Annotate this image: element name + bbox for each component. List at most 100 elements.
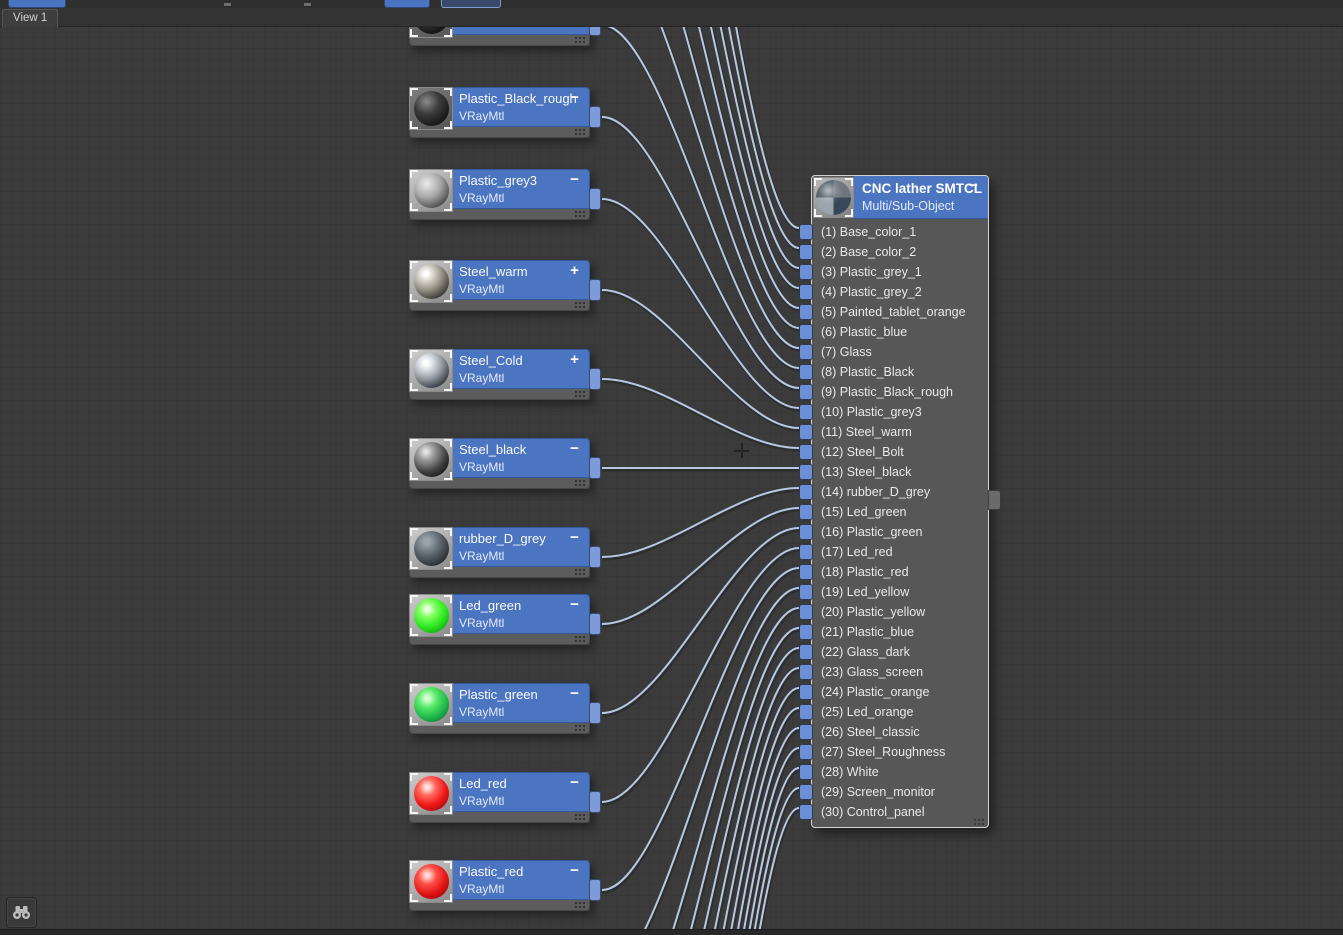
resize-grip[interactable] <box>574 901 586 908</box>
connection-wire[interactable] <box>602 26 800 309</box>
material-node-Steel_black[interactable]: Steel_black VRayMtl − <box>409 438 601 489</box>
material-preview[interactable] <box>409 527 453 570</box>
input-socket[interactable] <box>799 364 813 380</box>
connection-wire[interactable] <box>601 487 800 558</box>
node-titlebar[interactable]: Led_green VRayMtl − <box>453 594 590 634</box>
input-socket[interactable] <box>799 304 813 320</box>
connection-wire[interactable] <box>602 647 800 935</box>
input-socket[interactable] <box>799 504 813 520</box>
connection-wire[interactable] <box>602 807 800 935</box>
input-socket[interactable] <box>799 624 813 640</box>
material-preview[interactable] <box>409 169 453 212</box>
node-graph-canvas[interactable]: Plastic_Black_rough VRayMtl − Plastic_grey3… <box>0 26 1343 935</box>
resize-grip[interactable] <box>574 479 586 486</box>
connection-wire[interactable] <box>602 787 800 935</box>
connection-wire[interactable] <box>601 567 800 891</box>
input-socket[interactable] <box>799 704 813 720</box>
collapse-button[interactable]: − <box>570 862 579 879</box>
node-titlebar[interactable] <box>453 26 590 35</box>
collapse-button[interactable]: − <box>570 440 579 457</box>
input-socket[interactable] <box>799 644 813 660</box>
resize-grip[interactable] <box>574 36 586 43</box>
connection-wire[interactable] <box>602 747 800 935</box>
output-socket[interactable] <box>589 26 601 36</box>
collapse-button[interactable]: − <box>570 596 579 613</box>
material-preview[interactable] <box>409 87 453 130</box>
connection-wire[interactable] <box>602 26 800 329</box>
input-socket[interactable] <box>799 384 813 400</box>
toolbar-button-partial[interactable] <box>441 0 501 8</box>
resize-grip[interactable] <box>574 128 586 135</box>
input-socket[interactable] <box>799 684 813 700</box>
node-titlebar[interactable]: Steel_warm VRayMtl + <box>453 260 590 300</box>
connection-wire[interactable] <box>601 26 800 369</box>
node-titlebar[interactable]: CNC lather SMTCL Multi/Sub-Object − <box>854 176 988 219</box>
resize-grip[interactable] <box>973 818 985 825</box>
resize-grip[interactable] <box>574 390 586 397</box>
connection-wire[interactable] <box>602 26 800 229</box>
material-node-clipped[interactable] <box>409 26 601 46</box>
material-preview[interactable] <box>409 594 453 637</box>
connection-wire[interactable] <box>602 667 800 935</box>
input-socket[interactable] <box>799 784 813 800</box>
input-socket[interactable] <box>799 564 813 580</box>
material-node-Plastic_green[interactable]: Plastic_green VRayMtl − <box>409 683 601 734</box>
resize-grip[interactable] <box>574 724 586 731</box>
output-socket[interactable] <box>589 791 601 813</box>
connection-wire[interactable] <box>602 26 800 289</box>
input-socket[interactable] <box>799 524 813 540</box>
output-socket[interactable] <box>589 546 601 568</box>
material-preview[interactable] <box>409 260 453 303</box>
node-titlebar[interactable]: Led_red VRayMtl − <box>453 772 590 812</box>
node-titlebar[interactable]: Steel_Cold VRayMtl + <box>453 349 590 389</box>
node-header[interactable]: CNC lather SMTCL Multi/Sub-Object − <box>812 176 988 219</box>
toolbar-button-partial[interactable] <box>8 0 66 8</box>
input-socket[interactable] <box>799 344 813 360</box>
connection-wire[interactable] <box>601 547 800 803</box>
input-socket[interactable] <box>799 464 813 480</box>
connection-wire[interactable] <box>602 687 800 935</box>
input-socket[interactable] <box>799 544 813 560</box>
output-socket[interactable] <box>589 879 601 901</box>
input-socket[interactable] <box>799 444 813 460</box>
input-socket[interactable] <box>799 324 813 340</box>
material-node-Steel_Cold[interactable]: Steel_Cold VRayMtl + <box>409 349 601 400</box>
material-node-Steel_warm[interactable]: Steel_warm VRayMtl + <box>409 260 601 311</box>
output-socket[interactable] <box>589 368 601 390</box>
resize-grip[interactable] <box>574 210 586 217</box>
output-socket[interactable] <box>589 188 601 210</box>
connection-wire[interactable] <box>602 707 800 935</box>
resize-grip[interactable] <box>574 301 586 308</box>
connection-wire[interactable] <box>602 767 800 935</box>
node-titlebar[interactable]: Plastic_green VRayMtl − <box>453 683 590 723</box>
connection-wire[interactable] <box>601 507 800 625</box>
input-socket[interactable] <box>799 584 813 600</box>
connection-wire[interactable] <box>601 378 800 449</box>
material-preview[interactable] <box>409 683 453 726</box>
input-socket[interactable] <box>799 224 813 240</box>
output-socket[interactable] <box>589 457 601 479</box>
connection-wire[interactable] <box>602 26 800 249</box>
node-titlebar[interactable]: Steel_black VRayMtl − <box>453 438 590 478</box>
input-socket[interactable] <box>799 744 813 760</box>
material-node-Led_red[interactable]: Led_red VRayMtl − <box>409 772 601 823</box>
node-titlebar[interactable]: Plastic_red VRayMtl − <box>453 860 590 900</box>
connection-wire[interactable] <box>602 26 800 269</box>
connection-wire[interactable] <box>601 289 800 429</box>
input-socket[interactable] <box>799 424 813 440</box>
input-socket[interactable] <box>799 764 813 780</box>
input-socket[interactable] <box>799 404 813 420</box>
collapse-button[interactable]: + <box>570 262 579 279</box>
node-titlebar[interactable]: rubber_D_grey VRayMtl − <box>453 527 590 567</box>
output-socket[interactable] <box>589 613 601 635</box>
collapse-button[interactable]: − <box>969 177 978 194</box>
collapse-button[interactable]: − <box>570 685 579 702</box>
connection-wire[interactable] <box>602 627 800 935</box>
material-preview[interactable] <box>409 26 453 38</box>
input-socket[interactable] <box>799 484 813 500</box>
connection-wires[interactable] <box>0 26 1343 935</box>
tab-view1[interactable]: View 1 <box>2 9 59 27</box>
resize-grip[interactable] <box>574 635 586 642</box>
connection-wire[interactable] <box>601 198 800 409</box>
output-socket[interactable] <box>589 106 601 128</box>
